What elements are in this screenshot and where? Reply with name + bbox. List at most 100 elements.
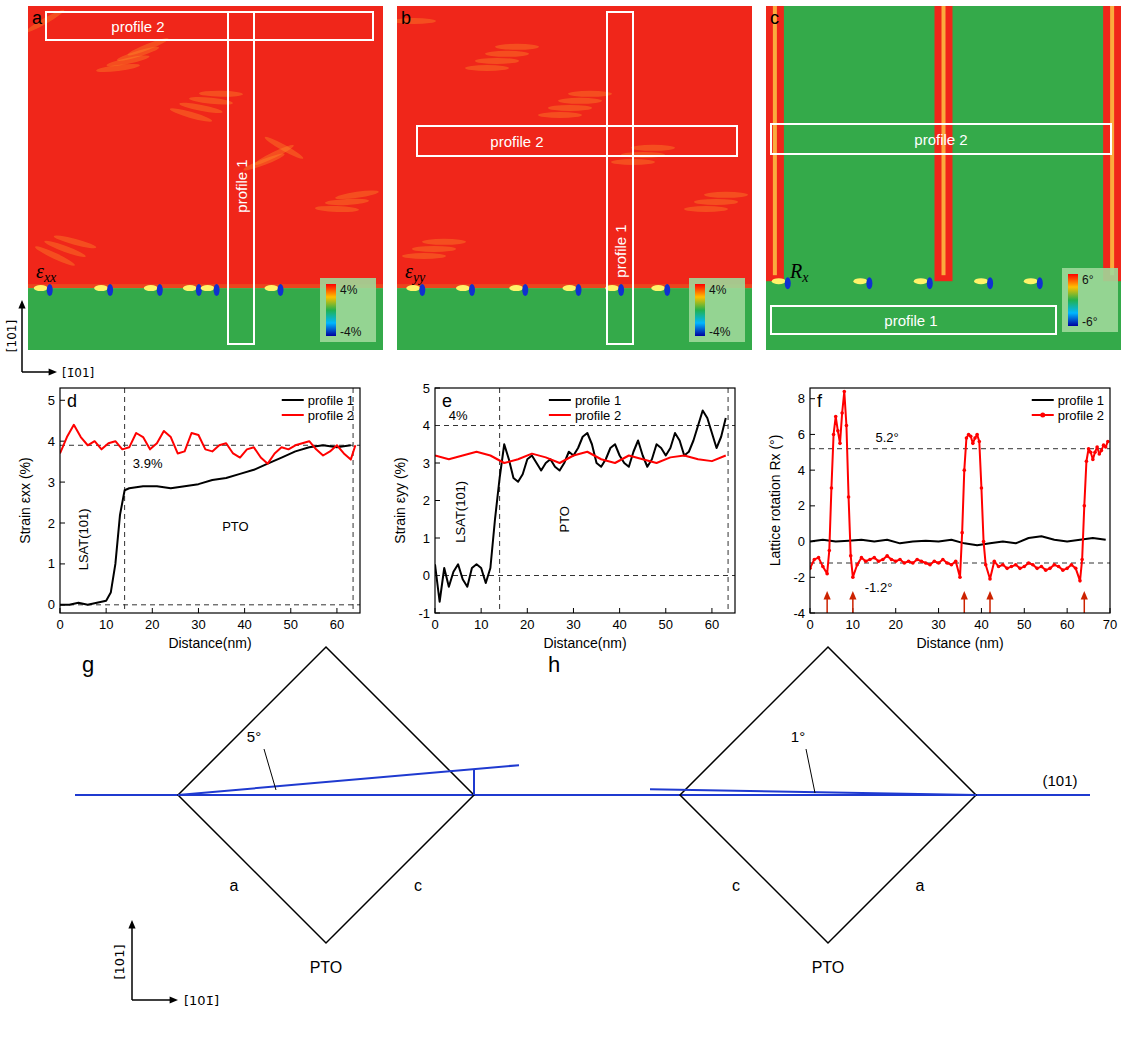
series-point xyxy=(1001,563,1005,567)
series-point xyxy=(1097,452,1101,456)
y-tick-label: -2 xyxy=(793,570,805,585)
series-point xyxy=(973,436,977,440)
material-label: PTO xyxy=(310,959,343,976)
map-texture xyxy=(684,206,728,212)
profile-label: profile 2 xyxy=(490,133,543,150)
series-point xyxy=(825,572,829,576)
reference-line xyxy=(124,388,125,613)
map-texture xyxy=(694,199,738,205)
annotation: LSAT(101) xyxy=(453,481,468,543)
dislocation-core xyxy=(34,285,48,291)
x-tick xyxy=(1024,608,1025,613)
series-point xyxy=(860,556,864,560)
dislocation-core xyxy=(144,285,158,291)
colorbar xyxy=(695,284,705,336)
map-texture xyxy=(402,253,446,259)
map-film xyxy=(397,6,752,288)
y-tick xyxy=(60,482,65,483)
series-point xyxy=(911,561,915,565)
series-point xyxy=(840,411,844,415)
material-label: PTO xyxy=(812,959,845,976)
x-tick xyxy=(619,608,620,613)
map-texture xyxy=(422,239,466,245)
dislocation-core xyxy=(157,284,163,296)
x-tick-label: 10 xyxy=(474,617,488,632)
dislocation-core xyxy=(94,285,108,291)
position-arrow xyxy=(961,591,968,613)
legend-swatch xyxy=(549,414,571,416)
map-label-main: ε xyxy=(405,260,413,282)
x-tick-label: 60 xyxy=(705,617,719,632)
series-point xyxy=(920,559,924,563)
series-line xyxy=(810,392,1108,581)
map-texture xyxy=(548,105,592,111)
series-point xyxy=(1048,567,1052,571)
annotation: 3.9% xyxy=(133,456,163,471)
reference-line xyxy=(810,448,1110,449)
plot-background xyxy=(435,388,735,613)
colorbar-box xyxy=(689,278,745,342)
domain-stripe xyxy=(766,6,784,281)
series-point xyxy=(984,563,988,567)
series-point xyxy=(1027,561,1031,565)
chart-panel: 0102030405060-1012345Distance(nm)Strain … xyxy=(392,381,735,652)
legend-swatch xyxy=(282,399,304,401)
dislocation-core xyxy=(214,284,220,296)
series-point xyxy=(838,442,842,446)
series-point xyxy=(830,486,834,490)
x-tick xyxy=(665,608,666,613)
dislocation-core xyxy=(927,277,933,289)
y-tick-label: -1 xyxy=(418,606,430,621)
plot-frame xyxy=(810,388,1110,613)
annotation: PTO xyxy=(222,519,249,534)
map-texture xyxy=(335,189,379,201)
dislocation-core xyxy=(618,284,624,296)
x-tick-label: 20 xyxy=(520,617,534,632)
y-tick-label: 1 xyxy=(423,531,430,546)
arrow-head xyxy=(849,591,856,599)
dislocation-core xyxy=(419,284,425,296)
chart-panel: 010203040506070-4-202468Distance (nm)Lat… xyxy=(767,388,1117,651)
colorbar-label: 6° xyxy=(1082,273,1094,287)
map-label-main: R xyxy=(789,260,802,282)
map-image xyxy=(28,6,383,350)
legend: profile 1profile 2 xyxy=(1032,393,1104,423)
map-texture xyxy=(53,233,97,250)
series-point xyxy=(997,565,1001,569)
colorbar xyxy=(1068,274,1078,326)
profile-label: profile 2 xyxy=(111,18,164,35)
y-tick-label: 8 xyxy=(798,391,805,406)
x-tick-label: 60 xyxy=(330,617,344,632)
map-texture xyxy=(189,96,233,107)
x-tick xyxy=(198,608,199,613)
x-tick xyxy=(981,608,982,613)
dislocation-core xyxy=(265,285,279,291)
series-point xyxy=(1022,565,1026,569)
profile-box xyxy=(417,126,737,156)
x-tick xyxy=(244,608,245,613)
profile-box xyxy=(46,12,373,40)
series-point xyxy=(928,563,932,567)
dislocation-core xyxy=(563,285,577,291)
series-point xyxy=(885,554,889,558)
y-tick-label: 4 xyxy=(798,463,805,478)
map-texture xyxy=(704,192,748,198)
profile-box xyxy=(771,306,1056,334)
arrow-head xyxy=(18,300,25,308)
legend-label: profile 2 xyxy=(1058,408,1104,423)
y-tick xyxy=(60,563,65,564)
series-point xyxy=(962,468,966,472)
y-tick-label: 6 xyxy=(798,427,805,442)
position-arrow xyxy=(849,591,856,613)
dislocation-core xyxy=(406,285,420,291)
map-texture xyxy=(485,51,529,57)
edge-label: a xyxy=(230,877,239,894)
lattice-diagram: g5°acPTO xyxy=(82,647,519,976)
x-tick-label: 0 xyxy=(431,617,438,632)
x-tick xyxy=(711,608,712,613)
colorbar-label: 4% xyxy=(709,283,727,297)
x-tick xyxy=(527,608,528,613)
y-tick xyxy=(810,434,815,435)
series-point xyxy=(864,559,868,563)
angle-label: 1° xyxy=(791,728,805,745)
